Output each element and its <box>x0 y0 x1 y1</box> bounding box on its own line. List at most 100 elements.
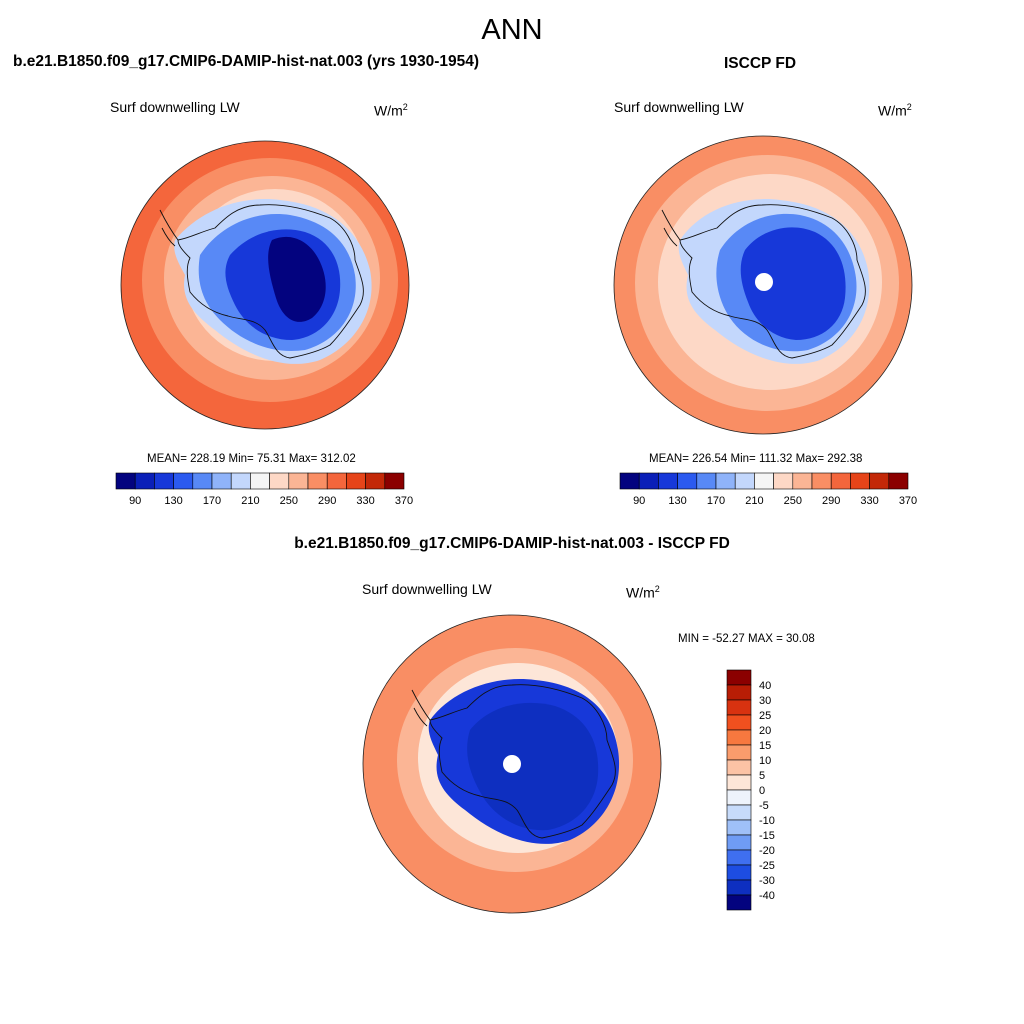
diff-stats: MIN = -52.27 MAX = 30.08 <box>678 633 815 645</box>
obs-variable-label: Surf downwelling LW <box>614 99 744 115</box>
obs-colorbar-swatch <box>638 472 659 490</box>
diff-colorbar-swatch <box>726 684 752 701</box>
model-colorbar-swatch <box>211 472 232 490</box>
obs-colorbar-swatch <box>811 472 832 490</box>
obs-missing-data-pole <box>755 273 773 291</box>
model-variable-label: Surf downwelling LW <box>110 99 240 115</box>
diff-map <box>363 615 661 913</box>
diff-colorbar-swatch <box>726 699 752 716</box>
model-colorbar-swatch <box>192 472 213 490</box>
obs-colorbar-tick-label: 330 <box>860 495 878 507</box>
obs-units: W/m2 <box>878 102 912 119</box>
diff-colorbar-swatch <box>726 819 752 836</box>
model-colorbar-swatch <box>230 472 251 490</box>
model-panel-title: b.e21.B1850.f09_g17.CMIP6-DAMIP-hist-nat… <box>13 53 480 70</box>
obs-colorbar-swatch <box>658 472 678 490</box>
model-map-border <box>120 140 410 430</box>
diff-colorbar-tick-label: -5 <box>759 800 769 812</box>
diff-colorbar-swatch <box>726 729 752 746</box>
diff-colorbar-swatch <box>726 804 752 821</box>
model-colorbar-tick-label: 250 <box>280 495 298 507</box>
obs-coastline <box>679 204 866 359</box>
page-title: ANN <box>481 14 543 46</box>
model-colorbar-swatch <box>173 472 194 490</box>
diff-units: W/m2 <box>626 584 660 601</box>
obs-colorbar-tick-label: 370 <box>899 495 917 507</box>
model-colorbar-swatch <box>365 472 386 490</box>
diff-colorbar-tick-label: 5 <box>759 770 765 782</box>
diff-colorbar-swatch <box>726 774 752 791</box>
obs-colorbar-tick-label: 130 <box>668 495 686 507</box>
obs-colorbar: 90 130 170 210 250 290 330 370 <box>619 472 917 507</box>
diff-colorbar-swatch <box>726 894 752 911</box>
model-colorbar-swatch <box>250 472 270 490</box>
diff-colorbar-tick-label: 15 <box>759 740 771 752</box>
diff-colorbar-swatch <box>726 849 752 866</box>
model-colorbar-tick-label: 90 <box>129 495 141 507</box>
diff-panel-title: b.e21.B1850.f09_g17.CMIP6-DAMIP-hist-nat… <box>294 535 730 552</box>
obs-antarctica-dark-field <box>740 227 846 340</box>
obs-map <box>614 136 912 434</box>
diff-colorbar-swatch <box>726 879 752 896</box>
model-colorbar-swatch <box>115 472 136 490</box>
diff-antarctica-deep-field <box>467 702 599 831</box>
model-colorbar-tick-label: 210 <box>241 495 259 507</box>
diff-colorbar: 40 30 25 20 15 10 5 0 -5 -10 -15 -20 -25 -30 -40 <box>726 669 775 911</box>
obs-colorbar-tick-label: 250 <box>784 495 802 507</box>
model-colorbar-tick-label: 370 <box>395 495 413 507</box>
obs-colorbar-swatch <box>734 472 755 490</box>
obs-map-border <box>613 135 913 435</box>
diff-colorbar-swatch <box>726 834 752 851</box>
diff-colorbar-swatch <box>726 669 752 686</box>
obs-colorbar-swatch <box>773 472 794 490</box>
diff-colorbar-swatch <box>726 744 752 761</box>
model-colorbar-tick-label: 170 <box>203 495 221 507</box>
model-colorbar: 90 130 170 210 250 290 330 370 <box>115 472 413 507</box>
obs-peninsula <box>661 209 681 247</box>
obs-colorbar-swatch <box>696 472 717 490</box>
obs-colorbar-swatch <box>754 472 774 490</box>
diff-colorbar-swatch <box>726 714 752 731</box>
obs-colorbar-tick-label: 210 <box>745 495 763 507</box>
obs-colorbar-tick-label: 290 <box>822 495 840 507</box>
obs-colorbar-tick-label: 90 <box>633 495 645 507</box>
model-colorbar-tick-label: 130 <box>164 495 182 507</box>
diff-missing-data-pole <box>503 755 521 773</box>
diff-colorbar-tick-label: -40 <box>759 890 775 902</box>
obs-colorbar-swatch <box>619 472 640 490</box>
model-colorbar-tick-label: 330 <box>356 495 374 507</box>
diff-colorbar-tick-label: 10 <box>759 755 771 767</box>
diff-map-border <box>362 614 662 914</box>
model-colorbar-swatch <box>154 472 174 490</box>
model-colorbar-swatch <box>384 472 405 490</box>
diff-colorbar-tick-label: -15 <box>759 830 775 842</box>
model-coastline <box>177 204 364 359</box>
obs-colorbar-swatch <box>830 472 851 490</box>
model-map <box>121 141 409 429</box>
diff-colorbar-tick-label: -25 <box>759 860 775 872</box>
model-colorbar-tick-label: 290 <box>318 495 336 507</box>
model-colorbar-swatch <box>346 472 366 490</box>
model-colorbar-swatch <box>326 472 347 490</box>
diff-coastline <box>429 684 616 839</box>
diff-colorbar-tick-label: -20 <box>759 845 775 857</box>
diff-colorbar-swatch <box>726 759 752 776</box>
diff-colorbar-tick-label: -10 <box>759 815 775 827</box>
obs-colorbar-swatch <box>715 472 736 490</box>
model-colorbar-swatch <box>269 472 290 490</box>
obs-panel-title: ISCCP FD <box>724 55 797 72</box>
diff-peninsula <box>411 689 431 727</box>
obs-stats: MEAN= 226.54 Min= 111.32 Max= 292.38 <box>649 453 863 465</box>
model-colorbar-swatch <box>134 472 155 490</box>
diff-colorbar-tick-label: 0 <box>759 785 765 797</box>
obs-colorbar-swatch <box>792 472 813 490</box>
diff-colorbar-tick-label: 25 <box>759 710 771 722</box>
diff-colorbar-swatch <box>726 789 752 806</box>
model-colorbar-swatch <box>307 472 328 490</box>
diff-variable-label: Surf downwelling LW <box>362 581 492 597</box>
obs-colorbar-tick-label: 170 <box>707 495 725 507</box>
model-peninsula <box>159 209 179 247</box>
diff-colorbar-tick-label: 40 <box>759 680 771 692</box>
diff-colorbar-tick-label: -30 <box>759 875 775 887</box>
